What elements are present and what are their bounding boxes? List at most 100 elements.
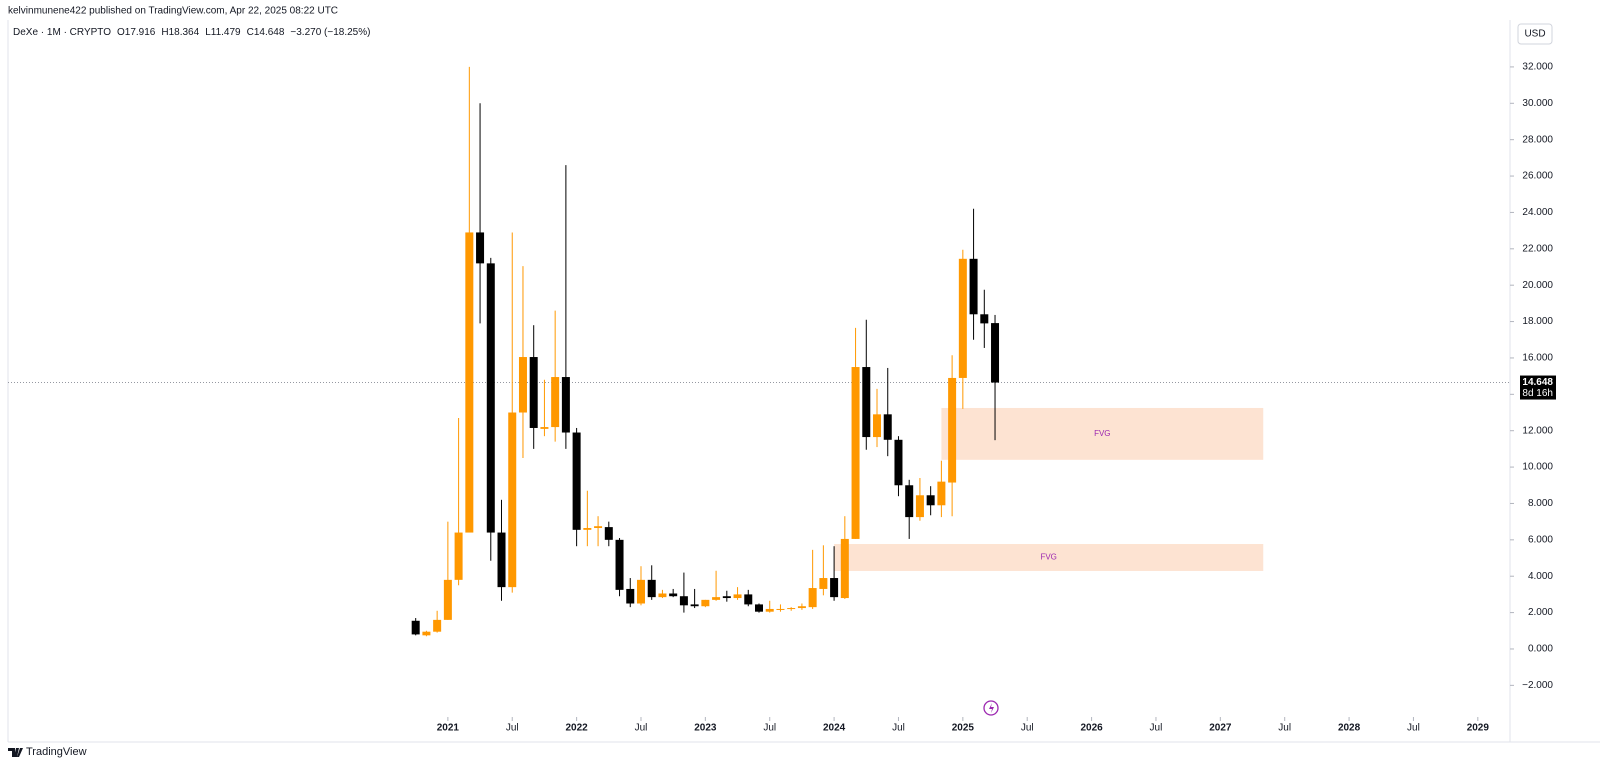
candle-body	[894, 439, 903, 486]
y-tick-label: 18.000	[1522, 316, 1553, 327]
candle-body	[797, 606, 806, 609]
candle-body	[765, 608, 774, 612]
fvg-label: FVG	[1094, 429, 1110, 438]
candle-body	[948, 377, 957, 483]
y-tick-label: 16.000	[1522, 353, 1553, 364]
candle-body	[669, 593, 678, 597]
brand: TradingView	[26, 746, 87, 758]
currency-button[interactable]	[1517, 23, 1553, 45]
y-tick-label: 10.000	[1522, 462, 1553, 473]
y-tick-label: −2.000	[1522, 680, 1553, 691]
y-tick-label: 26.000	[1522, 171, 1553, 182]
candle-body	[647, 579, 656, 598]
candle-body	[905, 485, 914, 518]
candle-body	[497, 532, 506, 588]
candle-body	[776, 608, 785, 610]
candle-body	[508, 412, 517, 588]
candle-body	[873, 414, 882, 438]
x-tick-label: Jul	[763, 723, 776, 734]
price-tag-label: 14.648	[1522, 377, 1553, 388]
x-tick-label: 2021	[437, 723, 460, 734]
x-tick-label: Jul	[1278, 723, 1291, 734]
candle-body	[733, 594, 742, 599]
x-tick-label: Jul	[892, 723, 905, 734]
candle-body	[411, 620, 420, 635]
candle-body	[915, 495, 924, 518]
currency-label: USD	[1524, 29, 1545, 40]
candle-body	[658, 593, 667, 598]
x-tick-label: 2027	[1209, 723, 1232, 734]
price-tag	[1520, 375, 1556, 400]
candle-body	[787, 608, 796, 610]
candle-body	[969, 258, 978, 315]
candle-body	[980, 314, 989, 324]
y-tick-label: 6.000	[1528, 534, 1553, 545]
candle-body	[862, 367, 871, 438]
legend-symbol: DeXe · 1M · CRYPTO	[13, 27, 111, 38]
y-tick-label: 24.000	[1522, 207, 1553, 218]
candle-body	[808, 588, 817, 608]
candle-body	[433, 619, 442, 632]
x-tick-label: 2026	[1080, 723, 1103, 734]
candle-body	[540, 427, 549, 429]
candle-body	[851, 367, 860, 539]
x-tick-label: 2024	[823, 723, 846, 734]
candle-body	[443, 579, 452, 620]
candle-body	[594, 526, 603, 529]
y-tick-label: 4.000	[1528, 571, 1553, 582]
y-tick-label: 0.000	[1528, 644, 1553, 655]
x-tick-label: Jul	[1021, 723, 1034, 734]
legend-item: L11.479	[205, 27, 241, 38]
x-tick-label: 2029	[1467, 723, 1490, 734]
y-tick-label: 12.000	[1522, 425, 1553, 436]
candle-body	[583, 528, 592, 530]
x-tick-label: Jul	[635, 723, 648, 734]
candle-body	[454, 532, 463, 580]
x-tick-label: 2028	[1338, 723, 1361, 734]
candle-body	[819, 578, 828, 589]
legend-item: C14.648	[247, 27, 285, 38]
event-icon-bolt	[989, 703, 994, 713]
candle-body	[722, 596, 731, 599]
candle-body	[991, 323, 1000, 383]
y-tick-label: 20.000	[1522, 280, 1553, 291]
legend-item: −3.270 (−18.25%)	[290, 27, 370, 38]
candle-body	[883, 414, 892, 440]
candle-body	[937, 481, 946, 506]
legend-item: H18.364	[161, 27, 199, 38]
candle-body	[561, 377, 570, 433]
x-tick-label: 2022	[565, 723, 588, 734]
candle-body	[636, 579, 645, 604]
logo	[8, 748, 23, 757]
candle-body	[958, 258, 967, 378]
candle-body	[572, 432, 581, 530]
fvg-zone	[834, 544, 1264, 571]
candle-body	[465, 232, 474, 533]
candle-body	[840, 538, 849, 599]
candle-body	[712, 597, 721, 600]
fvg-label: FVG	[1040, 553, 1056, 562]
y-tick-label: 32.000	[1522, 62, 1553, 73]
candle-body	[551, 377, 560, 428]
y-tick-label: 8.000	[1528, 498, 1553, 509]
candle-body	[690, 604, 699, 607]
candle-body	[679, 596, 688, 606]
y-tick-label: 28.000	[1522, 134, 1553, 145]
y-tick-label: 2.000	[1528, 607, 1553, 618]
legend: DeXe · 1M · CRYPTO O17.916 H18.364 L11.479 C…	[13, 27, 370, 38]
candle-body	[755, 604, 763, 612]
y-tick-label: 22.000	[1522, 243, 1553, 254]
x-tick-label: 2023	[694, 723, 717, 734]
candle-body	[744, 594, 753, 605]
price-countdown: 8d 16h	[1522, 388, 1553, 399]
candle-body	[529, 357, 538, 428]
candle-body	[615, 539, 624, 590]
y-tick-label: 30.000	[1522, 98, 1553, 109]
candle-body	[626, 588, 635, 604]
candle-body	[518, 357, 527, 413]
legend-item: O17.916	[117, 27, 156, 38]
candle-body	[476, 232, 485, 264]
x-tick-label: Jul	[1407, 723, 1420, 734]
candle-body	[422, 631, 431, 636]
